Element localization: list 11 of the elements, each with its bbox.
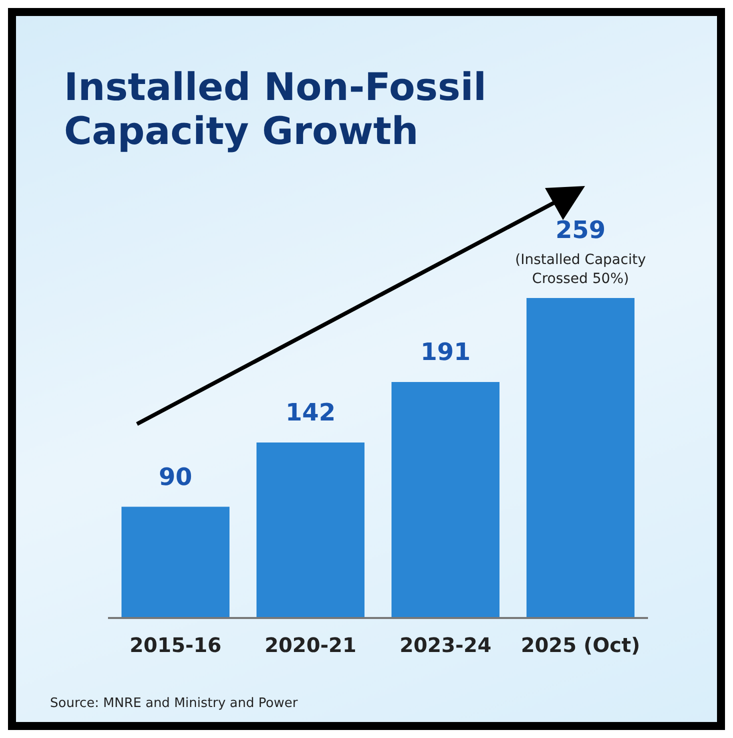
x-tick-label: 2025 (Oct) (520, 633, 640, 658)
x-tick-label: 2020-21 (264, 633, 356, 658)
data-label: 90 (158, 462, 192, 491)
x-tick-label: 2023-24 (400, 633, 492, 658)
annotation: (Installed Capacity Crossed 50%) (515, 252, 646, 287)
x-tick-label: 2015-16 (130, 633, 222, 658)
data-label: 191 (420, 338, 471, 366)
source-note: Source: MNRE and Ministry and Power (50, 696, 298, 711)
chart-title: Installed Non-Fossil Capacity Growth (64, 65, 488, 154)
data-label: 142 (285, 398, 336, 427)
data-label: 259 (555, 216, 606, 244)
